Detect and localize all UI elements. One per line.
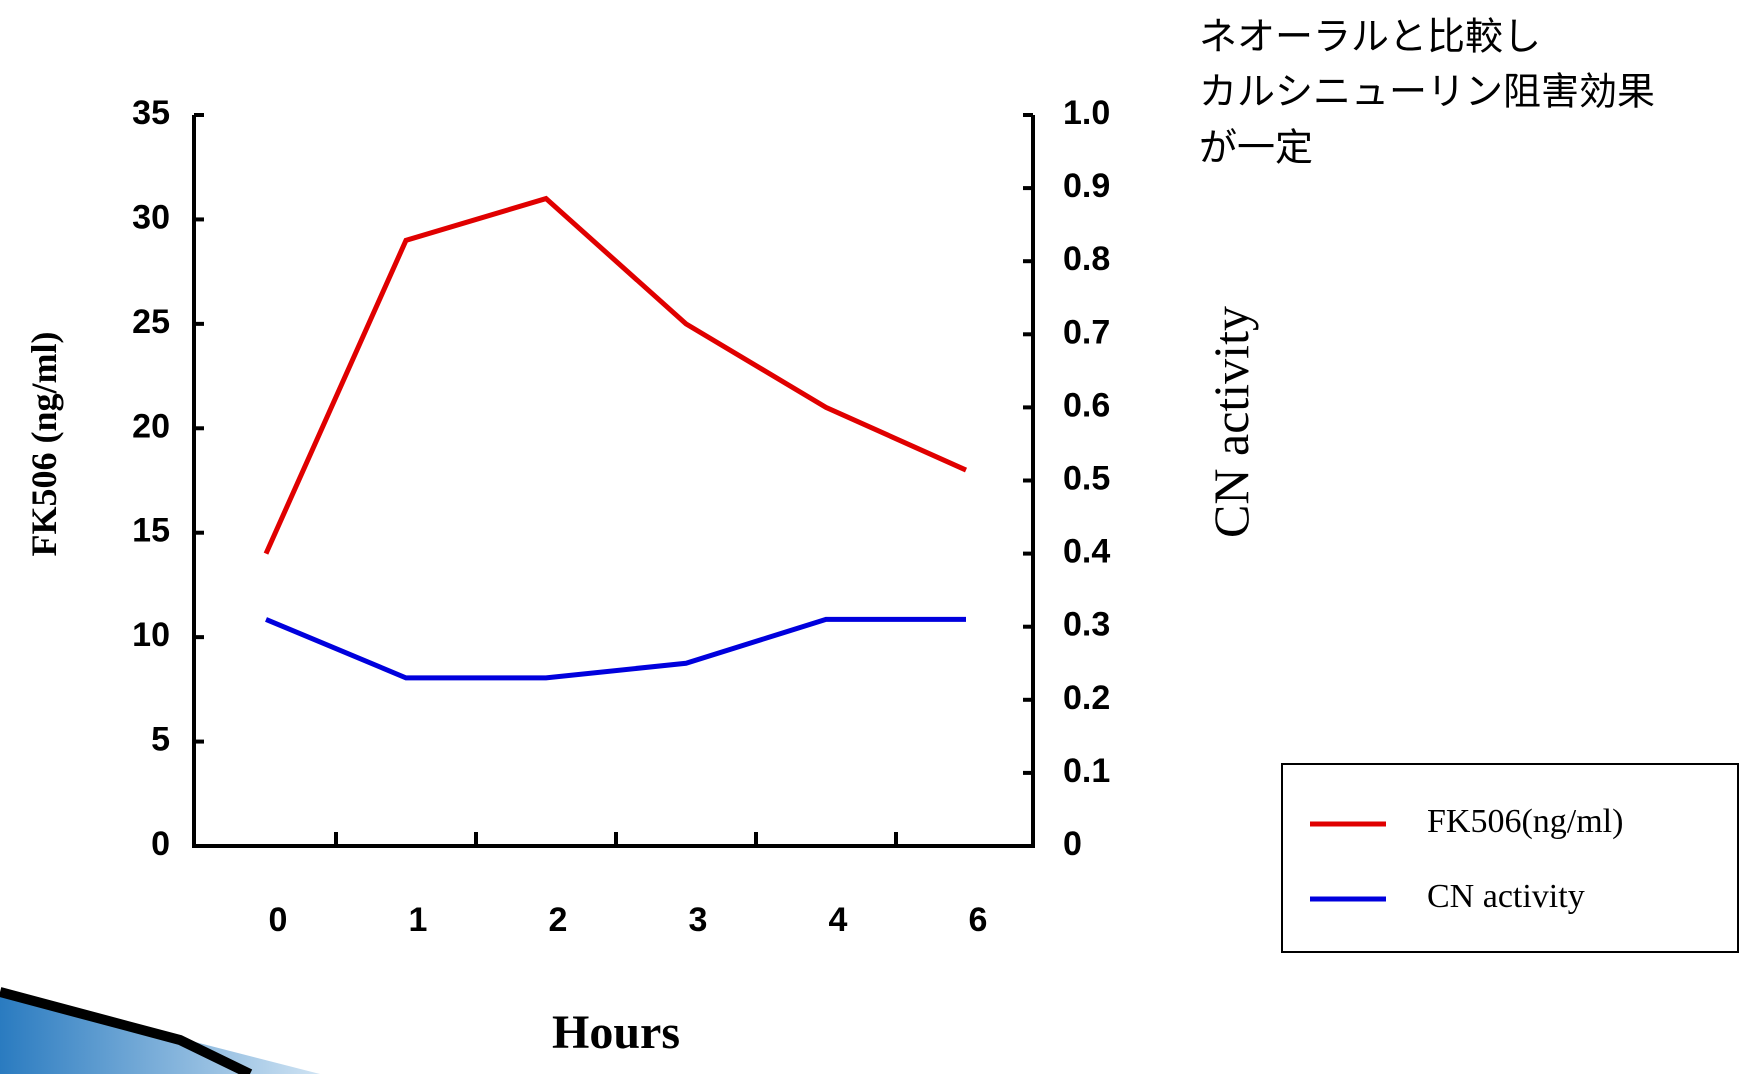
y2-tick-label: 0 — [1063, 825, 1082, 863]
x-tick-label: 4 — [829, 901, 848, 939]
y2-tick-label: 0.4 — [1063, 533, 1110, 571]
y-tick-label: 15 — [132, 512, 170, 550]
y2-tick-label: 0.5 — [1063, 459, 1110, 497]
y-tick-label: 0 — [151, 825, 170, 863]
data-line — [265, 616, 966, 681]
y2-tick-label: 0.8 — [1063, 240, 1110, 278]
legend-label: FK506(ng/ml) — [1427, 803, 1623, 840]
legend-label: CN activity — [1427, 878, 1585, 915]
x-tick-label: 6 — [969, 901, 988, 939]
y2-tick-label: 0.7 — [1063, 313, 1110, 351]
annotation: が一定 — [1199, 126, 1313, 170]
x-tick-label: 3 — [689, 901, 708, 939]
y-axis-title: FK506 (ng/ml) — [24, 332, 64, 557]
annotation: ネオーラルと比較し — [1199, 15, 1541, 59]
y2-tick-label: 0.2 — [1063, 679, 1110, 717]
x-tick-label: 0 — [269, 901, 288, 939]
y2-tick-label: 0.9 — [1063, 167, 1110, 205]
y-tick-label: 5 — [151, 721, 170, 759]
y-tick-label: 30 — [132, 198, 170, 236]
legend-box — [1281, 763, 1739, 953]
y-tick-label: 25 — [132, 303, 170, 341]
y-tick-label: 20 — [132, 407, 170, 445]
y-tick-label: 35 — [132, 94, 170, 132]
x-tick-label: 1 — [409, 901, 428, 939]
y2-tick-label: 0.6 — [1063, 386, 1110, 424]
y2-axis-title: CN activity — [1203, 306, 1259, 538]
x-tick-label: 2 — [549, 901, 568, 939]
y2-tick-label: 0.1 — [1063, 752, 1110, 790]
y2-tick-label: 1.0 — [1063, 94, 1110, 132]
x-axis-title: Hours — [552, 1006, 680, 1059]
decoration — [0, 987, 253, 1074]
y2-tick-label: 0.3 — [1063, 606, 1110, 644]
annotation: カルシニューリン阻害効果 — [1199, 70, 1655, 114]
data-line — [263, 195, 968, 555]
y-tick-label: 10 — [132, 616, 170, 654]
